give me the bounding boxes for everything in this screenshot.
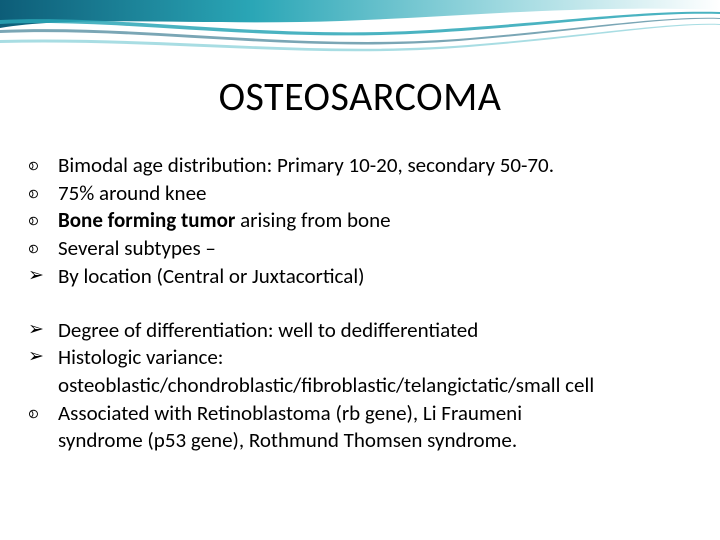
bullet-item: ➢Histologic variance: [28, 344, 692, 372]
bullet-item: စ Several subtypes – [28, 235, 692, 263]
bullet-text: Degree of differentiation: well to dedif… [58, 317, 692, 345]
bullet-text: Bone forming tumor arising from bone [58, 207, 692, 235]
bullet-text: Histologic variance: [58, 344, 692, 372]
arrow-bullet-icon: ➢ [28, 317, 58, 344]
bullet-item: စ Bone forming tumor arising from bone [28, 207, 692, 235]
bullet-text: Several subtypes – [58, 235, 692, 263]
script-bullet-icon: စ [28, 180, 58, 207]
script-bullet-icon: စ [28, 207, 58, 234]
bullet-text: Bimodal age distribution: Primary 10-20,… [58, 152, 692, 180]
script-bullet-icon: စ [28, 235, 58, 262]
header-wave-decoration [0, 0, 720, 70]
bullet-continuation: osteoblastic/chondroblastic/fibroblastic… [28, 372, 692, 400]
slide-title: OSTEOSARCOMA [0, 72, 720, 121]
bullet-text: By location (Central or Juxtacortical) [58, 263, 692, 291]
script-bullet-icon: စ [28, 400, 58, 427]
bullet-item: ➢ By location (Central or Juxtacortical) [28, 263, 692, 291]
arrow-bullet-icon: ➢ [28, 263, 58, 290]
bullet-text: Associated with Retinoblastoma (rb gene)… [58, 400, 692, 428]
slide-body: စ Bimodal age distribution: Primary 10-2… [28, 152, 692, 455]
bullet-text: 75% around knee [58, 180, 692, 208]
bullet-continuation: syndrome (p53 gene), Rothmund Thomsen sy… [28, 427, 692, 455]
bullet-item: စ Bimodal age distribution: Primary 10-2… [28, 152, 692, 180]
script-bullet-icon: စ [28, 152, 58, 179]
bullet-item: ➢Degree of differentiation: well to dedi… [28, 317, 692, 345]
bullet-item: စ Associated with Retinoblastoma (rb gen… [28, 400, 692, 428]
bullet-item: စ 75% around knee [28, 180, 692, 208]
arrow-bullet-icon: ➢ [28, 344, 58, 371]
